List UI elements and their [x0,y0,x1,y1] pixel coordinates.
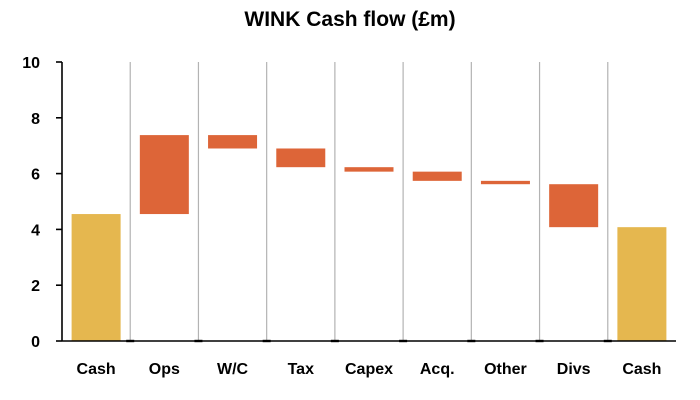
x-tick-label: Tax [288,361,314,378]
y-tick-label: 6 [31,167,40,184]
y-tick-label: 10 [22,55,40,72]
bar-change-1 [139,135,189,215]
x-tick-label: Ops [149,361,180,378]
y-tick-label: 0 [31,334,40,351]
x-tick-label: Capex [345,361,393,378]
bar-total-0 [71,214,121,341]
axis-layer [56,61,676,343]
x-tick-label: Acq. [420,361,455,378]
label-layer: 0 2 4 6 8 10 Cash Ops W/C Tax Capex Acq. Other Divs Ca… [22,55,661,378]
bar-change-4 [344,167,394,172]
y-tick-label: 4 [31,222,40,239]
x-tick-label: Divs [557,361,591,378]
bar-layer [71,135,667,341]
bar-change-7 [549,184,599,228]
y-tick-label: 8 [31,111,40,128]
y-tick-label: 2 [31,278,40,295]
bar-change-3 [276,148,326,168]
bar-change-2 [208,135,258,149]
bar-change-5 [412,171,462,181]
x-tick-label: Cash [77,361,116,378]
chart-title: WINK Cash flow (£m) [244,8,456,31]
bar-change-6 [480,180,530,185]
x-tick-label: Other [484,361,527,378]
x-tick-label: W/C [217,361,249,378]
bar-total-8 [617,227,667,341]
x-tick-label: Cash [622,361,661,378]
grid-layer [129,62,609,341]
